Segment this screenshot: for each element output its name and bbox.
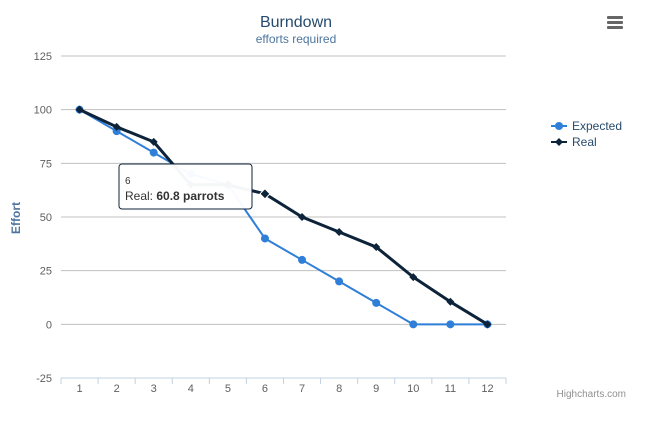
y-axis-ticks: -25 0 25 50 75 100 125 [34, 51, 52, 385]
x-tick-label: 7 [299, 383, 305, 395]
x-axis-ticks: 1 2 3 4 5 6 7 8 9 10 11 12 [76, 383, 493, 395]
tooltip-box [118, 163, 253, 210]
data-point-expected[interactable] [298, 255, 307, 264]
x-tick-label: 6 [262, 383, 268, 395]
data-point-real[interactable] [372, 243, 381, 252]
x-tick-label: 12 [481, 383, 493, 395]
legend-item-expected[interactable]: Expected [551, 119, 622, 133]
data-point-real[interactable] [446, 297, 455, 306]
series-line-expected [78, 108, 489, 326]
y-tick-label: 0 [46, 319, 52, 331]
y-axis-label: Effort [9, 202, 23, 234]
x-tick-label: 4 [188, 383, 194, 395]
data-point-expected[interactable] [446, 320, 455, 329]
legend: Expected Real [551, 119, 622, 149]
data-point-real[interactable] [112, 122, 121, 131]
x-axis [60, 377, 507, 384]
y-tick-label: 125 [34, 51, 52, 63]
y-tick-label: 50 [40, 212, 52, 224]
legend-real-marker [555, 138, 563, 146]
x-tick-label: 10 [407, 383, 419, 395]
tooltip-content: Real: 60.8 parrots [125, 189, 225, 203]
x-tick-label: 9 [373, 383, 379, 395]
chart-subtitle: efforts required [256, 32, 337, 46]
hamburger-menu-icon[interactable] [607, 16, 623, 29]
x-tick-label: 5 [225, 383, 231, 395]
y-tick-label: 25 [40, 266, 52, 278]
data-point-real[interactable] [259, 188, 271, 200]
data-point-real[interactable] [149, 137, 158, 146]
legend-item-real[interactable]: Real [551, 135, 597, 149]
legend-real-label[interactable]: Real [572, 135, 597, 149]
x-tick-label: 8 [336, 383, 342, 395]
legend-expected-marker [555, 122, 563, 130]
legend-expected-label[interactable]: Expected [572, 119, 622, 133]
data-point-real[interactable] [298, 213, 307, 221]
data-point-real[interactable] [483, 320, 492, 329]
data-point-real[interactable] [75, 105, 84, 114]
data-point-real[interactable] [409, 273, 418, 282]
x-tick-label: 2 [114, 383, 120, 395]
data-point-expected[interactable] [372, 298, 381, 307]
export-menu-button[interactable] [600, 10, 630, 34]
x-tick-label: 11 [445, 383, 456, 395]
x-tick-label: 3 [151, 383, 157, 395]
data-point-expected[interactable] [409, 320, 418, 329]
tooltip-series-label: Real: [125, 189, 156, 203]
data-point-expected[interactable] [335, 277, 344, 286]
y-tick-label: 75 [40, 158, 52, 170]
tooltip-category: 6 [125, 176, 131, 187]
data-point-expected[interactable] [149, 148, 158, 157]
tooltip-value: 60.8 parrots [156, 189, 224, 203]
y-tick-label: -25 [36, 373, 52, 385]
series-line-real [78, 108, 489, 326]
data-point-expected[interactable] [260, 234, 269, 243]
chart-title: Burndown [260, 14, 332, 31]
data-point-real[interactable] [335, 228, 344, 237]
chart-credits[interactable]: Highcharts.com [557, 389, 626, 400]
y-tick-label: 100 [34, 105, 52, 117]
tooltip: 6 Real: 60.8 parrots [118, 163, 253, 210]
x-tick-label: 1 [76, 383, 82, 395]
